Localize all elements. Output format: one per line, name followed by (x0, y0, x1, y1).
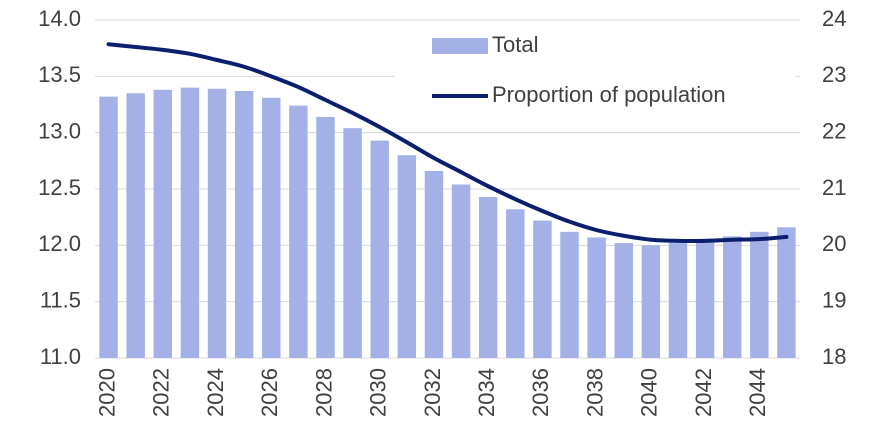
y2-tick-label: 21 (822, 175, 846, 200)
y-tick-label: 11.5 (40, 287, 81, 312)
y2-tick-label: 23 (822, 62, 846, 87)
x-tick-label: 2024 (203, 368, 228, 417)
y-tick-label: 12.0 (38, 231, 81, 256)
x-tick-label: 2038 (582, 368, 607, 417)
bar (234, 90, 254, 358)
bar (180, 87, 200, 358)
bar (370, 140, 389, 358)
x-tick-label: 2044 (745, 368, 770, 417)
bar (777, 227, 796, 358)
bar (262, 97, 281, 359)
bar (587, 237, 606, 358)
legend-label: Total (492, 32, 538, 57)
x-tick-label: 2030 (366, 368, 391, 417)
bar (722, 236, 742, 358)
x-tick-label: 2034 (474, 368, 499, 417)
bar (99, 96, 118, 358)
line (106, 42, 789, 243)
bar (668, 243, 688, 358)
y2-tick-label: 22 (822, 118, 846, 143)
y-tick-label: 11.0 (40, 344, 81, 369)
bar (153, 89, 173, 358)
x-tick-label: 2032 (420, 368, 445, 417)
bar (316, 116, 335, 358)
bar (397, 155, 417, 358)
bar (560, 231, 579, 358)
y2-tick-label: 24 (822, 6, 846, 31)
legend-swatch (432, 38, 488, 54)
x-tick-label: 2042 (691, 368, 716, 417)
bar (750, 231, 769, 358)
bar (695, 240, 715, 358)
bar (614, 243, 633, 358)
bar (343, 128, 362, 358)
legend-label: Proportion of population (492, 82, 726, 107)
x-tick-label: 2020 (94, 368, 119, 417)
bar (126, 93, 145, 358)
y2-tick-label: 18 (822, 344, 846, 369)
bar (207, 88, 227, 358)
bar (533, 220, 552, 358)
bar (289, 105, 308, 358)
x-tick-label: 2040 (637, 368, 662, 417)
x-tick-label: 2026 (257, 368, 282, 417)
bar (451, 184, 471, 358)
y-tick-label: 13.0 (38, 118, 81, 143)
x-tick-label: 2022 (149, 368, 174, 417)
y2-tick-label: 20 (822, 231, 846, 256)
y-tick-label: 14.0 (38, 6, 81, 31)
legend: Total Proportion of population (395, 28, 795, 118)
bar (478, 196, 498, 358)
y-tick-label: 12.5 (38, 175, 81, 200)
bar (424, 170, 444, 358)
bar (641, 245, 661, 358)
y-tick-label: 13.5 (38, 62, 81, 87)
bar (506, 209, 525, 358)
x-tick-label: 2036 (528, 368, 553, 417)
y2-tick-label: 19 (822, 287, 846, 312)
x-tick-label: 2028 (311, 368, 336, 417)
